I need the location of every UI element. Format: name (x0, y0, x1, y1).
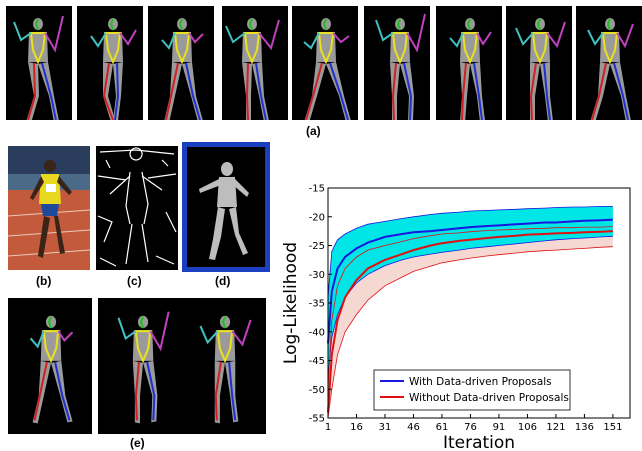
y-tick-label: -45 (309, 356, 325, 367)
pose-result-frame (98, 298, 182, 434)
x-axis-label: Iteration (443, 433, 515, 448)
pose-frame (6, 6, 72, 120)
pose-frame (506, 6, 572, 120)
edge-map-icon (97, 147, 177, 267)
pose-result-frame (182, 298, 266, 434)
y-tick-label: -15 (309, 184, 325, 195)
depth-silhouette-panel (182, 142, 270, 272)
y-tick-label: -40 (309, 327, 325, 338)
x-tick-label: 151 (603, 422, 622, 433)
y-tick-label: -20 (309, 212, 325, 223)
x-tick-label: 106 (518, 422, 537, 433)
pose-skeleton-icon (161, 18, 204, 120)
with-proposals-lower-line (327, 235, 613, 378)
legend-label: Without Data-driven Proposals (409, 392, 569, 404)
pose-skeleton-icon (449, 18, 492, 120)
caption-d: (d) (215, 274, 231, 288)
with-proposals-mean-line (327, 218, 613, 344)
pose-skeleton-icon (375, 13, 426, 120)
without-proposals-band (328, 226, 613, 418)
pose-skeleton-icon (303, 18, 351, 120)
caption-c: (c) (127, 274, 142, 288)
pose-frame (292, 6, 358, 120)
y-tick-label: -55 (309, 414, 325, 425)
legend: With Data-driven Proposals Without Data-d… (373, 369, 571, 411)
pose-skeleton-icon (515, 18, 566, 120)
x-tick-label: 91 (493, 422, 506, 433)
edge-map-panel (96, 146, 178, 270)
y-tick-label: -50 (309, 385, 325, 396)
pose-frame (576, 6, 642, 120)
input-photo-panel (8, 146, 90, 270)
x-tick-label: 136 (575, 422, 594, 433)
pose-skeleton-icon (90, 18, 137, 120)
legend-label: With Data-driven Proposals (409, 376, 552, 388)
y-tick-label: -30 (309, 270, 325, 281)
pose-skeleton-icon (225, 18, 280, 120)
without-proposals-upper-line (327, 226, 613, 390)
x-tick-label: 16 (350, 422, 363, 433)
caption-b: (b) (36, 274, 52, 288)
without-proposals-mean-line (327, 230, 613, 413)
log-likelihood-chart: -15 -20 -25 -30 -35 -40 -45 -50 -551 16 31 46 61 76 91… (281, 184, 631, 448)
pose-skeleton-icon (29, 315, 74, 424)
y-tick-label: -35 (309, 299, 325, 310)
x-tick-label: 121 (546, 422, 565, 433)
x-tick-label: 76 (464, 422, 477, 433)
caption-e: (e) (130, 436, 145, 450)
pose-skeleton-icon (199, 315, 252, 424)
with-proposals-band (328, 206, 613, 378)
pose-skeleton-icon (117, 311, 170, 424)
input-photo-sprinter-icon (8, 146, 90, 270)
y-axis-label: Log-Likelihood (281, 242, 301, 364)
x-tick-label: 31 (379, 422, 392, 433)
x-tick-label: 46 (407, 422, 420, 433)
pose-skeleton-icon (13, 15, 64, 120)
caption-a: (a) (306, 124, 321, 138)
pose-frame (77, 6, 143, 120)
with-proposals-upper-line (327, 205, 613, 298)
pose-frame (364, 6, 430, 120)
x-tick-label: 1 (325, 422, 331, 433)
x-tick-label: 61 (436, 422, 449, 433)
pose-frame (436, 6, 502, 120)
y-tick-label: -25 (309, 241, 325, 252)
without-proposals-lower-line (327, 246, 613, 419)
pose-frame (148, 6, 214, 120)
pose-result-frame (8, 298, 92, 434)
depth-silhouette-icon (199, 162, 249, 260)
pose-frame (222, 6, 288, 120)
pose-skeleton-icon (587, 18, 634, 120)
